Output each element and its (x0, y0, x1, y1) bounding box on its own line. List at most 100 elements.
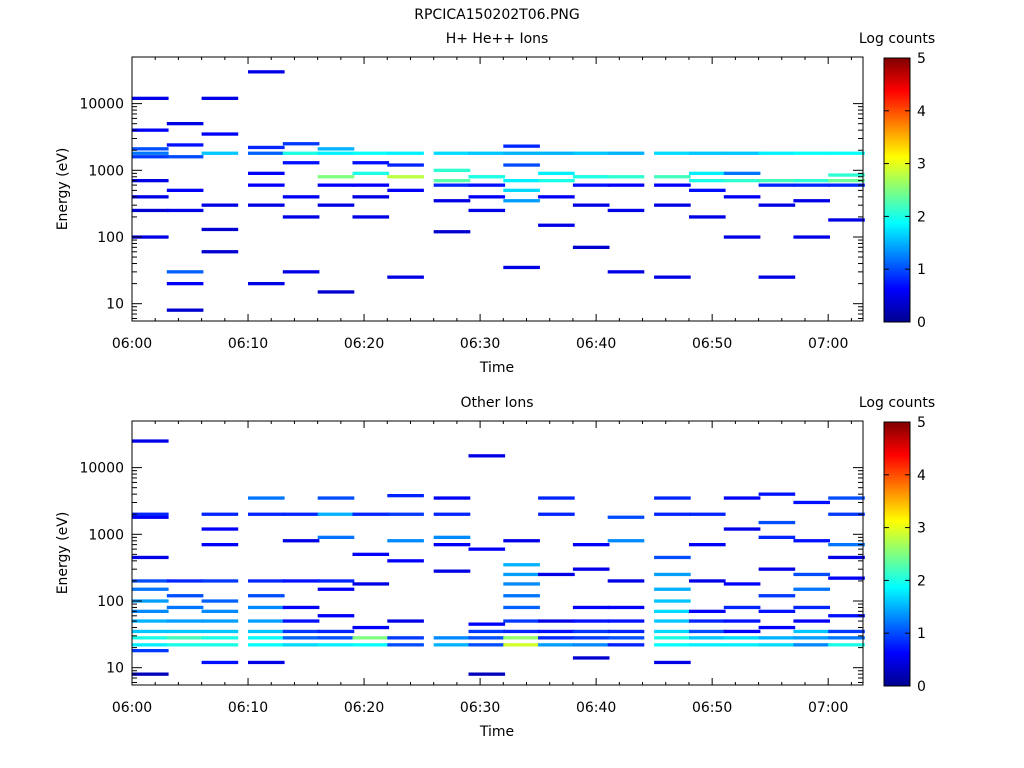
heatmap-cell (433, 543, 471, 547)
heatmap-cell (793, 151, 830, 155)
heatmap-cell (132, 439, 169, 443)
heatmap-cell (166, 122, 204, 126)
heatmap-cell (352, 552, 390, 556)
heatmap-cell (166, 188, 204, 192)
heatmap-cell (828, 496, 865, 500)
heatmap-cell (317, 203, 355, 207)
heatmap-cell (132, 587, 169, 591)
heatmap-cell (689, 512, 726, 516)
heatmap-cell (282, 579, 320, 583)
heatmap-cell (758, 643, 796, 647)
heatmap-cell (468, 208, 506, 213)
heatmap-cell (468, 672, 506, 676)
heatmap-cell (132, 579, 169, 583)
heatmap-cell (572, 643, 610, 647)
heatmap-cell (828, 636, 865, 640)
heatmap-cell (689, 579, 726, 583)
colorbar-ticks: 0 1 2 3 4 5 (884, 415, 926, 695)
heatmap-cell (654, 619, 691, 623)
heatmap-cell (387, 188, 424, 192)
heatmap-cell (723, 195, 761, 199)
heatmap-cell (468, 622, 506, 626)
heatmap-cell (758, 520, 796, 525)
heatmap-cell (132, 151, 169, 155)
heatmap-cell (758, 625, 796, 630)
heatmap-cell (352, 643, 390, 647)
heatmap-cell (433, 569, 471, 573)
heatmap-cell (248, 183, 285, 187)
heatmap-cell (248, 643, 285, 647)
heatmap-cell (201, 609, 239, 613)
heatmap-cell (572, 151, 610, 155)
heatmap-cell (538, 151, 575, 155)
y-axis-label: Energy (eV) (55, 512, 71, 595)
heatmap-cell (352, 625, 390, 630)
heatmap-cell (317, 587, 355, 591)
y-tick-labels: 10 100 1000 10000 (79, 461, 124, 677)
heatmap-cell (132, 619, 169, 623)
heatmap-cell (248, 660, 285, 665)
heatmap-cell (248, 629, 285, 634)
x-tick-label: 07:00 (808, 336, 848, 352)
heatmap-cell (433, 535, 471, 539)
heatmap-cell (352, 512, 390, 516)
heatmap-cell (201, 250, 239, 254)
heatmap-cell (433, 512, 471, 516)
heatmap-cell (607, 151, 645, 155)
heatmap-cell (201, 660, 239, 665)
heatmap-cell (654, 183, 691, 187)
heatmap-cell (828, 614, 865, 618)
heatmap-cell (132, 643, 169, 647)
heatmap-cell (201, 227, 239, 232)
heatmap-cell (572, 619, 610, 623)
heatmap-cell (503, 163, 540, 167)
heatmap-cell (201, 96, 239, 100)
heatmap-cell (758, 594, 796, 598)
colorbar-tick-label: 0 (917, 315, 926, 331)
heatmap-cell (166, 643, 204, 647)
heatmap-cell (793, 636, 830, 640)
heatmap-cell (387, 512, 424, 516)
heatmap-cell (503, 199, 540, 203)
heatmap-cell (503, 572, 540, 577)
colorbar-label: Log counts (859, 31, 935, 47)
heatmap-cell (387, 643, 424, 647)
x-tick-label: 06:50 (692, 700, 732, 716)
x-tick-label: 06:00 (112, 700, 152, 716)
heatmap-cell (723, 171, 761, 175)
heatmap-cell (317, 512, 355, 516)
heatmap-cell (282, 512, 320, 516)
heatmap-cell (166, 282, 204, 286)
heatmap-cell (387, 559, 424, 563)
heatmap-cell (166, 605, 204, 610)
heatmap-cell (468, 643, 506, 647)
heatmap-cell (503, 619, 540, 623)
heatmap-cell (387, 163, 424, 167)
heatmap-cell (132, 147, 169, 151)
heatmap-cell (572, 203, 610, 207)
heatmap-cell (758, 492, 796, 496)
heatmap-cell (352, 582, 390, 586)
heatmap-cell (317, 614, 355, 618)
y-axis-label: Energy (eV) (55, 148, 71, 231)
x-tick-label: 06:50 (692, 336, 732, 352)
heatmap-cell (503, 144, 540, 148)
heatmap-cell (689, 619, 726, 623)
heatmap-cell (248, 605, 285, 610)
heatmap-cell (654, 643, 691, 647)
panel-other-ions: Other Ions 06:00 06:10 06:20 06:30 06:40 06:5… (55, 395, 935, 740)
heatmap-cell (433, 168, 471, 172)
heatmap-cell (282, 643, 320, 647)
heatmap-cell (572, 605, 610, 610)
heatmap-cell (723, 527, 761, 531)
heatmap-cell (503, 643, 540, 647)
x-tick-label: 06:30 (460, 700, 500, 716)
colorbar-tick-label: 1 (917, 262, 926, 278)
heatmap-cell (132, 649, 169, 653)
colorbar-tick-label: 3 (917, 521, 926, 537)
heatmap-cell (572, 567, 610, 571)
heatmap-cell (538, 512, 575, 516)
heatmap-cell (248, 171, 285, 175)
y-tick-label: 10 (106, 661, 124, 677)
heatmap-cell (387, 151, 424, 155)
